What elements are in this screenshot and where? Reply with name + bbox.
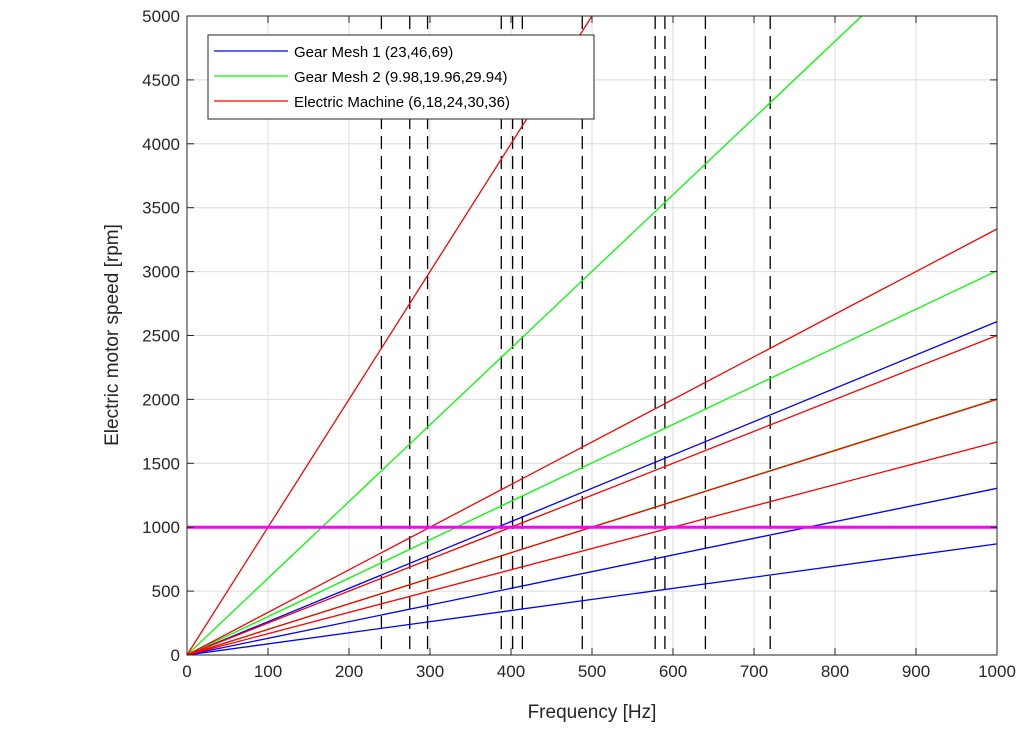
x-tick-label: 200 bbox=[335, 662, 363, 681]
series-line bbox=[186, 270, 998, 656]
y-tick-label: 2500 bbox=[142, 327, 180, 346]
x-tick-label: 700 bbox=[740, 662, 768, 681]
legend-label: Gear Mesh 1 (23,46,69) bbox=[294, 44, 453, 61]
y-tick-label: 5000 bbox=[142, 7, 180, 26]
x-tick-label: 100 bbox=[254, 662, 282, 681]
legend-box bbox=[207, 34, 595, 120]
legend-label: Gear Mesh 2 (9.98,19.96,29.94) bbox=[294, 69, 507, 86]
legend-label: Electric Machine (6,18,24,30,36) bbox=[294, 94, 510, 111]
series-line bbox=[186, 441, 998, 656]
x-axis-title: Frequency [Hz] bbox=[528, 702, 657, 723]
series-line bbox=[186, 15, 593, 656]
series-line bbox=[186, 543, 998, 656]
y-tick-label: 500 bbox=[152, 582, 180, 601]
x-tick-label: 500 bbox=[578, 662, 606, 681]
y-tick-label: 1000 bbox=[142, 518, 180, 537]
y-axis-title: Electric motor speed [rpm] bbox=[102, 224, 123, 446]
x-tick-label: 900 bbox=[902, 662, 930, 681]
axis-ticks: 0 100 200 300 400 500 600 700 800 900 1000 0 500 1000… bbox=[142, 7, 1016, 681]
series-line bbox=[186, 334, 998, 656]
y-tick-label: 3500 bbox=[142, 199, 180, 218]
y-tick-label: 4500 bbox=[142, 71, 180, 90]
series-line bbox=[186, 15, 863, 656]
x-tick-label: 400 bbox=[497, 662, 525, 681]
x-tick-label: 800 bbox=[821, 662, 849, 681]
x-tick-label: 1000 bbox=[978, 662, 1016, 681]
x-tick-label: 300 bbox=[416, 662, 444, 681]
y-tick-label: 4000 bbox=[142, 135, 180, 154]
x-tick-label: 600 bbox=[659, 662, 687, 681]
legend: Gear Mesh 1 (23,46,69) Gear Mesh 2 (9.98,… bbox=[207, 34, 595, 120]
x-tick-label: 0 bbox=[182, 662, 191, 681]
series-line bbox=[186, 321, 998, 656]
series-line bbox=[186, 228, 998, 656]
y-tick-label: 2000 bbox=[142, 390, 180, 409]
y-tick-label: 1500 bbox=[142, 454, 180, 473]
y-tick-label: 0 bbox=[171, 646, 180, 665]
y-tick-label: 3000 bbox=[142, 263, 180, 282]
series-line bbox=[186, 487, 998, 656]
